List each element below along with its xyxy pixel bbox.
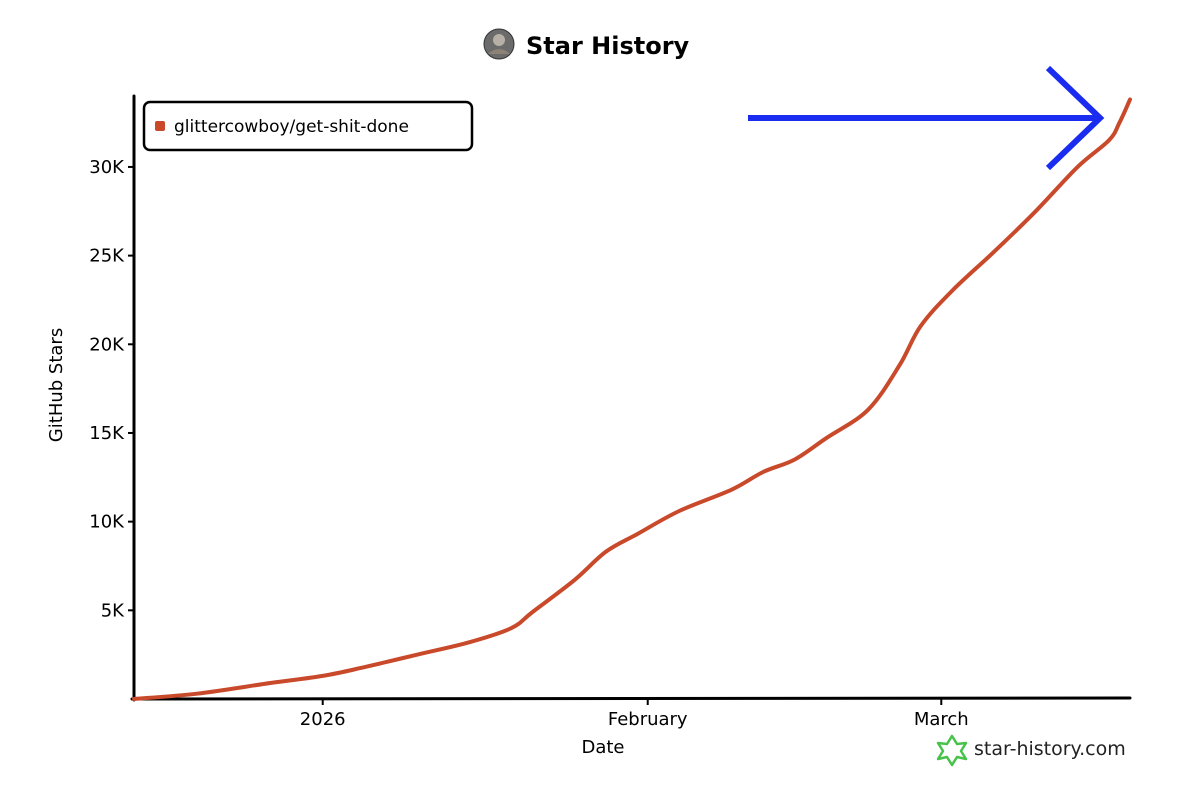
right-arrow-icon [748,65,1105,171]
axes [130,94,1132,702]
y-axis-line [132,94,136,702]
series-line-get-shit-done [132,97,1132,701]
chart-header: Star History [483,28,690,60]
legend-label: glittercowboy/get-shit-done [174,117,409,137]
legend: glittercowboy/get-shit-done [142,100,474,152]
x-tick-label: February [608,709,688,730]
x-tick-label: March [914,709,969,730]
y-tick-label: 15K [89,423,125,444]
y-axis-ticks: 5K 10K 15K 20K 25K 30K [89,157,134,621]
legend-box [142,100,474,152]
x-axis-line [130,696,1132,701]
y-tick-label: 20K [89,334,125,355]
y-tick-label: 5K [101,600,125,621]
avatar-icon [483,28,515,60]
watermark: star-history.com [936,734,1126,767]
x-axis-ticks: 2026 February March [300,699,969,730]
legend-swatch [155,121,165,131]
x-axis-label: Date [581,737,624,758]
star-history-logo-icon [936,734,968,767]
chart-title: Star History [526,32,690,60]
x-tick-label: 2026 [300,709,346,730]
y-tick-label: 25K [89,246,125,267]
y-tick-label: 10K [89,512,125,533]
y-tick-label: 30K [89,157,125,178]
y-axis-label: GitHub Stars [46,328,67,442]
watermark-text: star-history.com [974,738,1126,760]
